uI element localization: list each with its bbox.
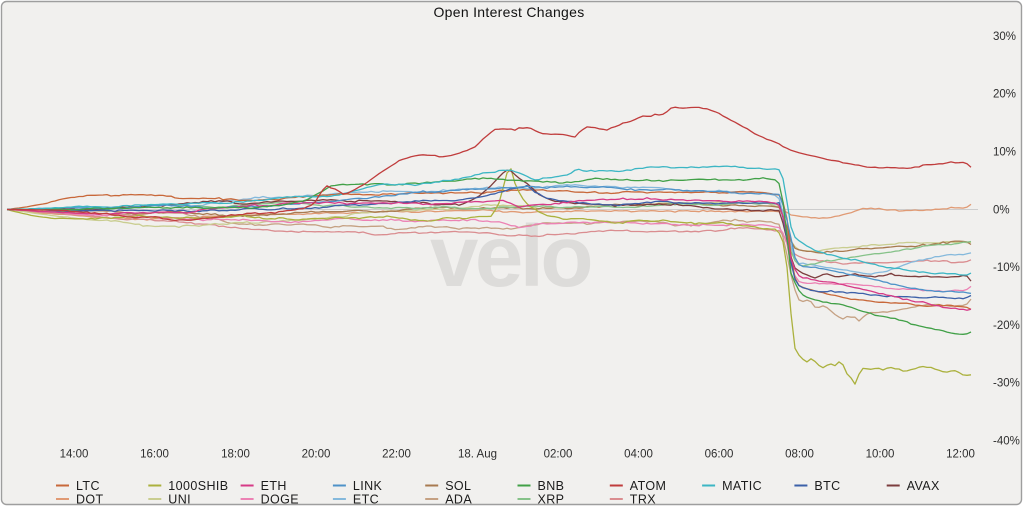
svg-text:TRX: TRX <box>630 492 656 506</box>
svg-text:LTC: LTC <box>76 479 100 493</box>
svg-text:ETH: ETH <box>261 479 287 493</box>
svg-text:BTC: BTC <box>814 479 840 493</box>
svg-text:18. Aug: 18. Aug <box>458 449 497 461</box>
svg-text:12:00: 12:00 <box>946 449 975 461</box>
svg-text:04:00: 04:00 <box>624 449 653 461</box>
svg-text:10%: 10% <box>993 147 1016 159</box>
svg-text:LINK: LINK <box>353 479 383 493</box>
svg-text:08:00: 08:00 <box>785 449 814 461</box>
svg-text:20%: 20% <box>993 89 1016 101</box>
svg-text:30%: 30% <box>993 31 1016 43</box>
svg-text:velo: velo <box>430 208 590 305</box>
svg-text:XRP: XRP <box>538 492 565 506</box>
svg-text:ETC: ETC <box>353 492 379 506</box>
svg-text:22:00: 22:00 <box>382 449 411 461</box>
svg-text:UNI: UNI <box>168 492 191 506</box>
svg-text:-40%: -40% <box>993 436 1020 448</box>
svg-text:MATIC: MATIC <box>722 479 762 493</box>
svg-text:Open Interest Changes: Open Interest Changes <box>433 4 584 20</box>
svg-text:ADA: ADA <box>445 492 472 506</box>
svg-text:02:00: 02:00 <box>544 449 573 461</box>
svg-text:DOGE: DOGE <box>261 492 299 506</box>
svg-text:AVAX: AVAX <box>907 479 940 493</box>
svg-text:18:00: 18:00 <box>221 449 250 461</box>
svg-text:1000SHIB: 1000SHIB <box>168 479 228 493</box>
svg-text:14:00: 14:00 <box>60 449 89 461</box>
svg-text:SOL: SOL <box>445 479 471 493</box>
svg-text:06:00: 06:00 <box>705 449 734 461</box>
svg-text:20:00: 20:00 <box>302 449 331 461</box>
svg-text:-30%: -30% <box>993 378 1020 390</box>
svg-text:-10%: -10% <box>993 262 1020 274</box>
svg-text:ATOM: ATOM <box>630 479 667 493</box>
svg-text:10:00: 10:00 <box>866 449 895 461</box>
svg-text:16:00: 16:00 <box>140 449 169 461</box>
svg-text:DOT: DOT <box>76 492 104 506</box>
svg-text:-20%: -20% <box>993 320 1020 332</box>
svg-text:BNB: BNB <box>538 479 565 493</box>
svg-text:0%: 0% <box>993 204 1010 216</box>
